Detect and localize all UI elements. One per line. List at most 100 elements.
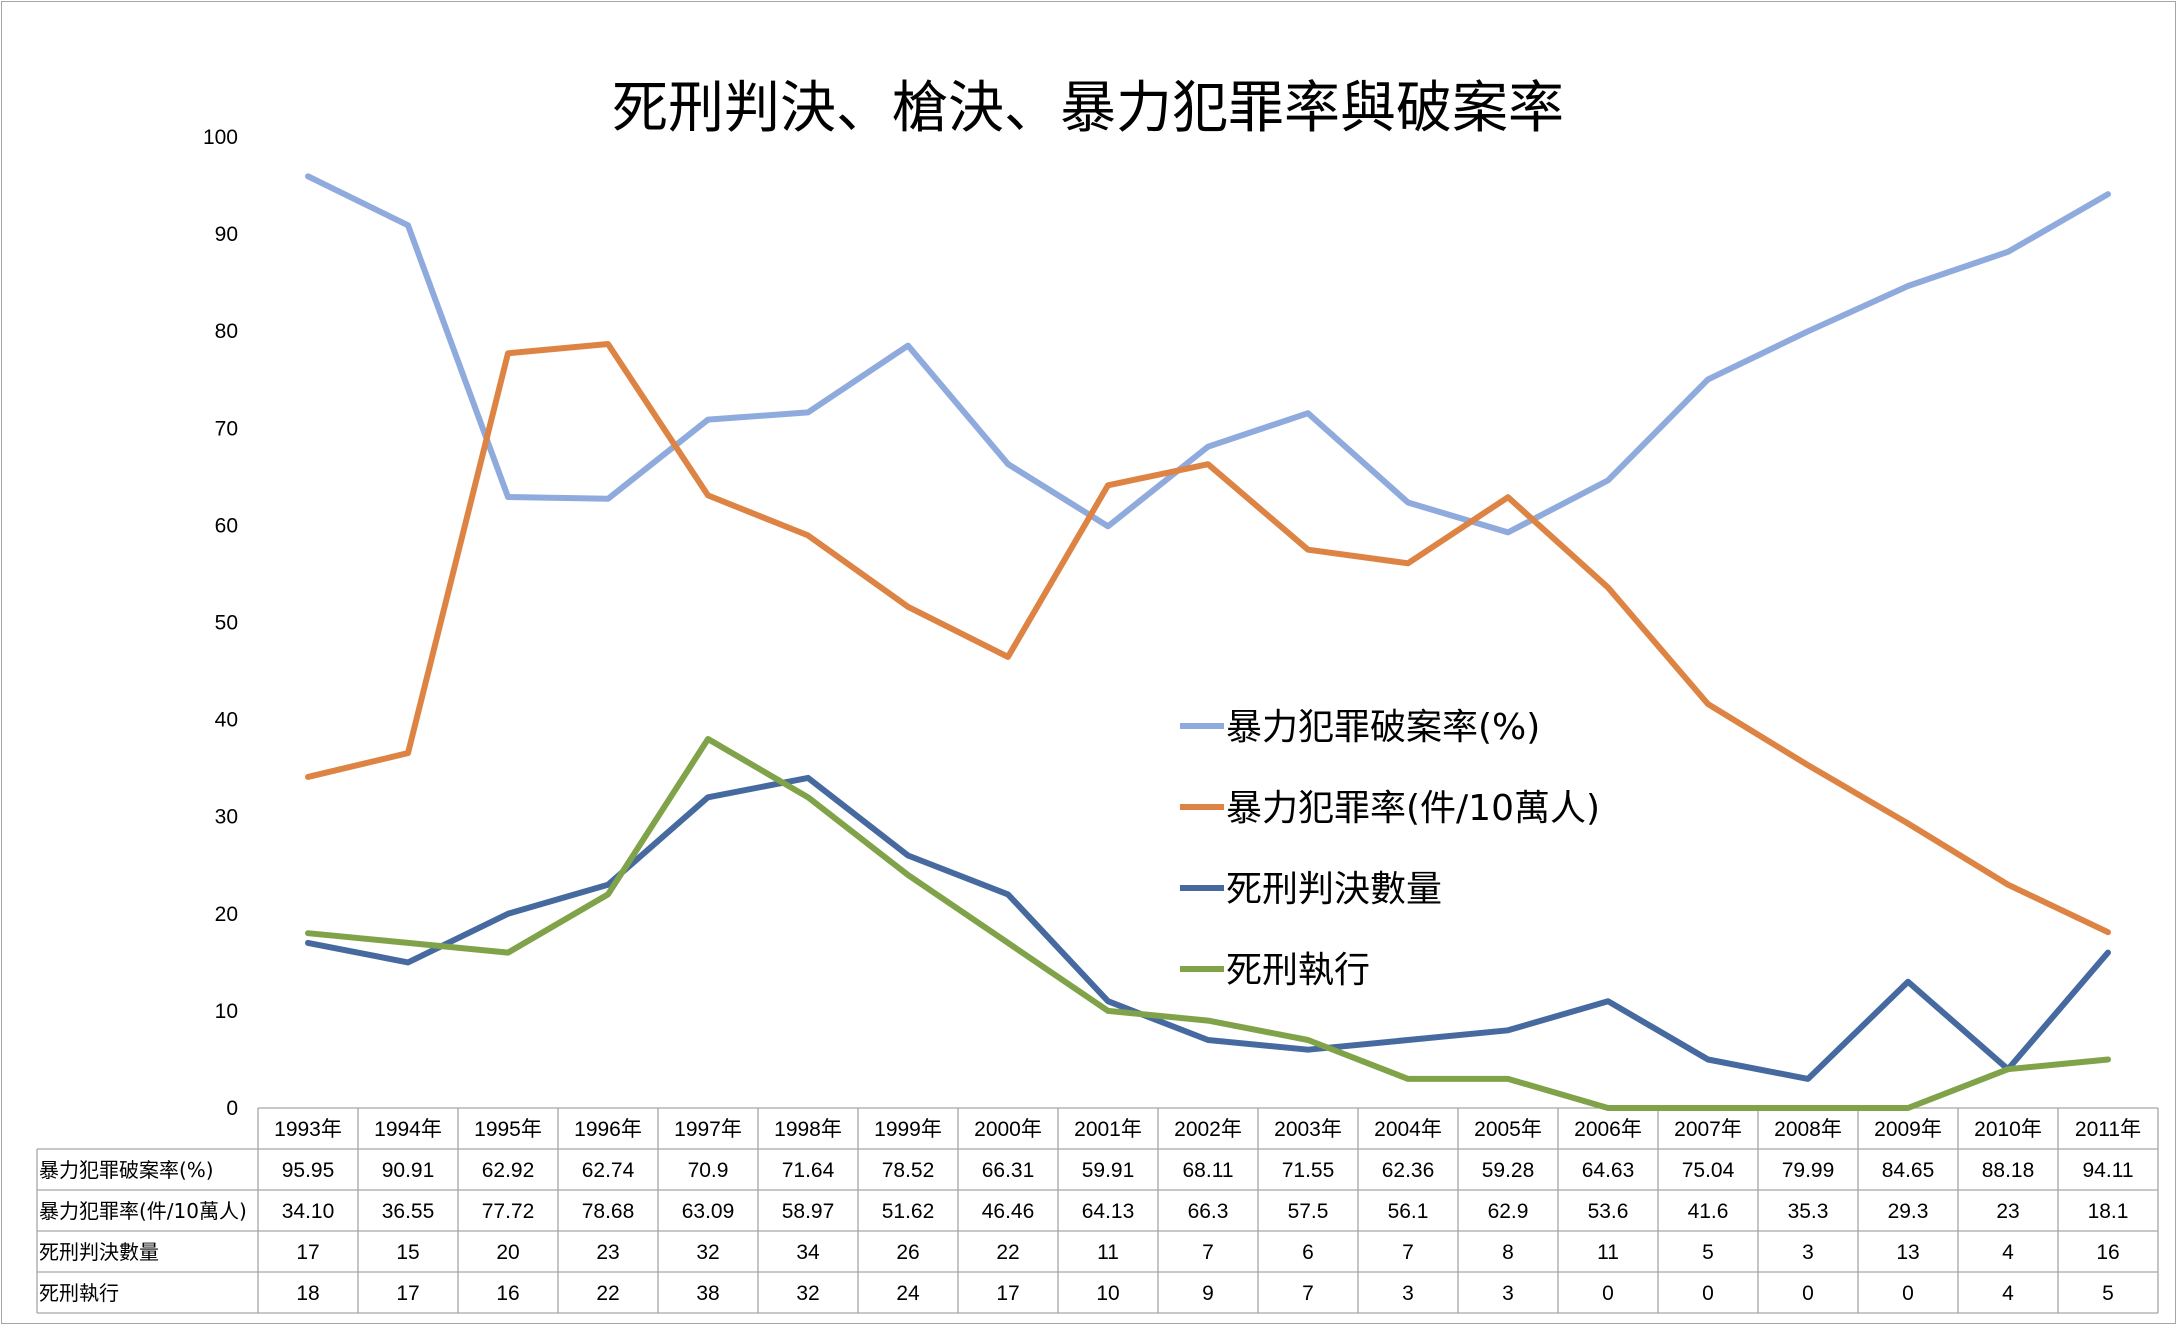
table-cell: 62.92 <box>482 1159 535 1182</box>
table-cell: 32 <box>696 1241 719 1264</box>
x-category-label: 2010年 <box>1974 1118 2042 1141</box>
x-category-label: 1996年 <box>574 1118 642 1141</box>
table-cell: 88.18 <box>1982 1159 2035 1182</box>
table-cell: 29.3 <box>1888 1200 1929 1223</box>
x-category-label: 2000年 <box>974 1118 1042 1141</box>
table-cell: 0 <box>1802 1282 1814 1305</box>
series-line <box>305 736 2111 1111</box>
table-cell: 38 <box>696 1282 719 1305</box>
chart-title: 死刑判決、槍決、暴力犯罪率與破案率 <box>612 76 1564 141</box>
x-category-label: 2006年 <box>1574 1118 1642 1141</box>
y-axis: 0 10 20 30 40 50 60 70 80 90 100 <box>203 126 238 1120</box>
table-row-header: 死刑判決數量 <box>39 1240 159 1264</box>
table-cell: 77.72 <box>482 1200 535 1223</box>
table-cell: 16 <box>2096 1241 2119 1264</box>
table-cell: 95.95 <box>282 1159 335 1182</box>
y-tick-label: 30 <box>215 806 238 829</box>
table-cell: 36.55 <box>382 1200 435 1223</box>
table-cell: 41.6 <box>1688 1200 1729 1223</box>
table-cell: 56.1 <box>1388 1200 1429 1223</box>
table-cell: 22 <box>996 1241 1019 1264</box>
table-cell: 78.68 <box>582 1200 635 1223</box>
legend-label: 暴力犯罪破案率(%) <box>1226 707 1540 748</box>
table-cell: 6 <box>1302 1241 1314 1264</box>
table-cell: 7 <box>1202 1241 1214 1264</box>
table-cell: 78.52 <box>882 1159 935 1182</box>
table-cell: 7 <box>1402 1241 1414 1264</box>
series-line <box>305 341 2111 936</box>
x-category-label: 2008年 <box>1774 1118 1842 1141</box>
table-cell: 53.6 <box>1588 1200 1629 1223</box>
table-cell: 90.91 <box>382 1159 435 1182</box>
legend-label: 暴力犯罪率(件/10萬人) <box>1226 788 1600 829</box>
table-cell: 5 <box>1702 1241 1714 1264</box>
table-cell: 5 <box>2102 1282 2114 1305</box>
table-cell: 7 <box>1302 1282 1314 1305</box>
table-cell: 0 <box>1602 1282 1614 1305</box>
table-cell: 3 <box>1802 1241 1814 1264</box>
table-cell: 8 <box>1502 1241 1514 1264</box>
table-cell: 18.1 <box>2088 1200 2129 1223</box>
table-cell: 0 <box>1902 1282 1914 1305</box>
table-cell: 23 <box>1996 1200 2019 1223</box>
y-tick-label: 10 <box>215 1000 238 1023</box>
y-tick-label: 80 <box>215 320 238 343</box>
x-category-label: 2004年 <box>1374 1118 1442 1141</box>
table-cell: 94.11 <box>2083 1159 2134 1182</box>
table-cell: 11 <box>1097 1241 1119 1264</box>
table-cell: 35.3 <box>1788 1200 1829 1223</box>
table-cell: 71.64 <box>782 1159 835 1182</box>
x-category-label: 2003年 <box>1274 1118 1342 1141</box>
table-cell: 70.9 <box>688 1159 729 1182</box>
table-cell: 26 <box>896 1241 919 1264</box>
table-cell: 66.31 <box>982 1159 1035 1182</box>
table-cell: 22 <box>596 1282 619 1305</box>
table-cell: 17 <box>296 1241 319 1264</box>
x-category-label: 1993年 <box>274 1118 342 1141</box>
table-cell: 62.74 <box>582 1159 635 1182</box>
legend-label: 死刑判決數量 <box>1226 869 1442 910</box>
table-cell: 23 <box>596 1241 619 1264</box>
data-table: 1993年 1994年 1995年 1996年 1997年 1998年 1999年 2000年… <box>36 1107 2159 1314</box>
table-cell: 59.28 <box>1482 1159 1535 1182</box>
table-cell: 34 <box>796 1241 820 1264</box>
table-cell: 84.65 <box>1882 1159 1935 1182</box>
table-cell: 9 <box>1202 1282 1214 1305</box>
table-cell: 24 <box>896 1282 920 1305</box>
x-category-label: 1994年 <box>374 1118 442 1141</box>
series-line <box>305 774 2111 1082</box>
table-cell: 75.04 <box>1682 1159 1735 1182</box>
series-lines <box>305 173 2111 1111</box>
table-cell: 13 <box>1896 1241 1919 1264</box>
y-tick-label: 50 <box>215 612 238 635</box>
y-tick-label: 0 <box>226 1097 238 1120</box>
table-row-header: 暴力犯罪破案率(%) <box>39 1158 214 1182</box>
table-cell: 15 <box>396 1241 419 1264</box>
x-category-label: 2009年 <box>1874 1118 1942 1141</box>
table-cell: 18 <box>296 1282 319 1305</box>
table-cell: 58.97 <box>782 1200 835 1223</box>
table-row-header: 死刑執行 <box>39 1281 119 1305</box>
table-cell: 51.62 <box>882 1200 935 1223</box>
table-cell: 68.11 <box>1183 1159 1234 1182</box>
x-category-label: 2001年 <box>1074 1118 1142 1141</box>
y-tick-label: 60 <box>215 514 238 537</box>
series-line <box>305 173 2111 536</box>
table-cell: 17 <box>996 1282 1019 1305</box>
x-category-label: 1997年 <box>674 1118 742 1141</box>
y-tick-label: 70 <box>215 417 238 440</box>
table-cell: 3 <box>1502 1282 1514 1305</box>
y-tick-label: 90 <box>215 223 238 246</box>
x-category-label: 2011年 <box>2075 1118 2141 1141</box>
legend-label: 死刑執行 <box>1226 950 1370 991</box>
table-cell: 71.55 <box>1282 1159 1335 1182</box>
table-cell: 11 <box>1597 1241 1619 1264</box>
x-category-label: 2002年 <box>1174 1118 1242 1141</box>
x-category-label: 2005年 <box>1474 1118 1542 1141</box>
table-cell: 46.46 <box>982 1200 1035 1223</box>
table-cell: 10 <box>1096 1282 1119 1305</box>
table-row-header: 暴力犯罪率(件/10萬人) <box>39 1199 247 1223</box>
table-cell: 66.3 <box>1188 1200 1229 1223</box>
